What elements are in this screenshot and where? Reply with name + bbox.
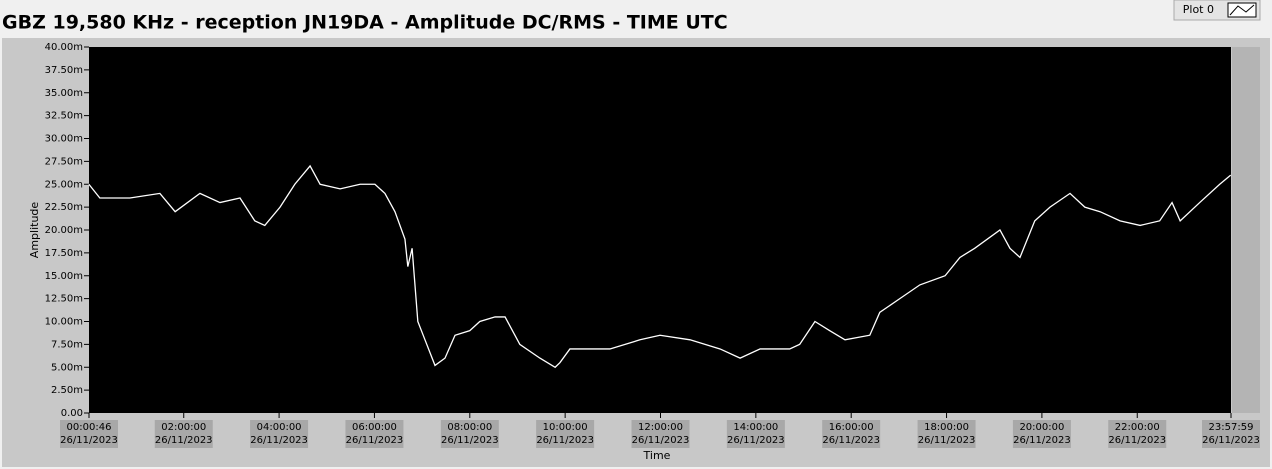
x-tick-label-bg [536,420,595,448]
y-tick-label: 17.50m [45,248,83,259]
y-tick-label: 2.50m [51,385,83,396]
x-tick-label-bg [917,420,976,448]
y-tick-label: 20.00m [45,225,83,236]
x-tick-label-bg [1202,420,1260,448]
side-panel [1232,47,1260,413]
x-tick-label-bg [631,420,690,448]
legend-label: Plot 0 [1183,3,1214,16]
x-tick-label-bg [726,420,785,448]
y-tick-label: 5.00m [51,362,83,373]
y-axis-title: Amplitude [28,202,41,259]
y-tick-label: 40.00m [45,42,83,53]
x-tick-label: 20:00:00 26/11/2023 [1013,422,1071,446]
x-tick-label: 10:00:00 26/11/2023 [536,422,594,446]
x-tick-label: 12:00:00 26/11/2023 [632,422,690,446]
x-tick-label-bg [250,420,309,448]
x-axis-title: Time [643,449,671,462]
x-tick-label: 04:00:00 26/11/2023 [250,422,308,446]
y-tick-label: 10.00m [45,317,83,328]
x-tick-label: 22:00:00 26/11/2023 [1108,422,1166,446]
x-tick-label-bg [154,420,213,448]
y-tick-label: 37.50m [45,65,83,76]
x-tick-label: 02:00:00 26/11/2023 [155,422,213,446]
chart-title: GBZ 19,580 KHz - reception JN19DA - Ampl… [2,12,728,34]
plot-area [89,47,1231,413]
y-tick-label: 7.50m [51,339,83,350]
y-tick-label: 0.00 [61,408,83,419]
x-tick-label: 18:00:00 26/11/2023 [918,422,976,446]
x-tick-label-bg [822,420,881,448]
x-tick-label: 00:00:46 26/11/2023 [60,422,118,446]
x-tick-label-bg [440,420,499,448]
y-tick-label: 25.00m [45,179,83,190]
x-tick-label: 14:00:00 26/11/2023 [727,422,785,446]
y-tick-label: 27.50m [45,156,83,167]
y-tick-label: 32.50m [45,111,83,122]
x-tick-label: 16:00:00 26/11/2023 [822,422,880,446]
legend-icon [1229,4,1255,16]
x-tick-label-bg [1108,420,1167,448]
y-tick-label: 35.00m [45,88,83,99]
x-tick-label-bg [345,420,404,448]
y-tick-label: 12.50m [45,294,83,305]
y-tick-label: 15.00m [45,271,83,282]
x-tick-label: 06:00:00 26/11/2023 [346,422,404,446]
x-tick-label: 23:57:59 26/11/2023 [1202,422,1260,446]
y-tick-label: 30.00m [45,134,83,145]
legend-swatch [1227,2,1257,18]
x-tick-label-bg [1012,420,1071,448]
y-tick-label: 22.50m [45,202,83,213]
data-line [88,164,1232,369]
x-tick-label-bg [60,420,118,448]
x-tick-label: 08:00:00 26/11/2023 [441,422,499,446]
